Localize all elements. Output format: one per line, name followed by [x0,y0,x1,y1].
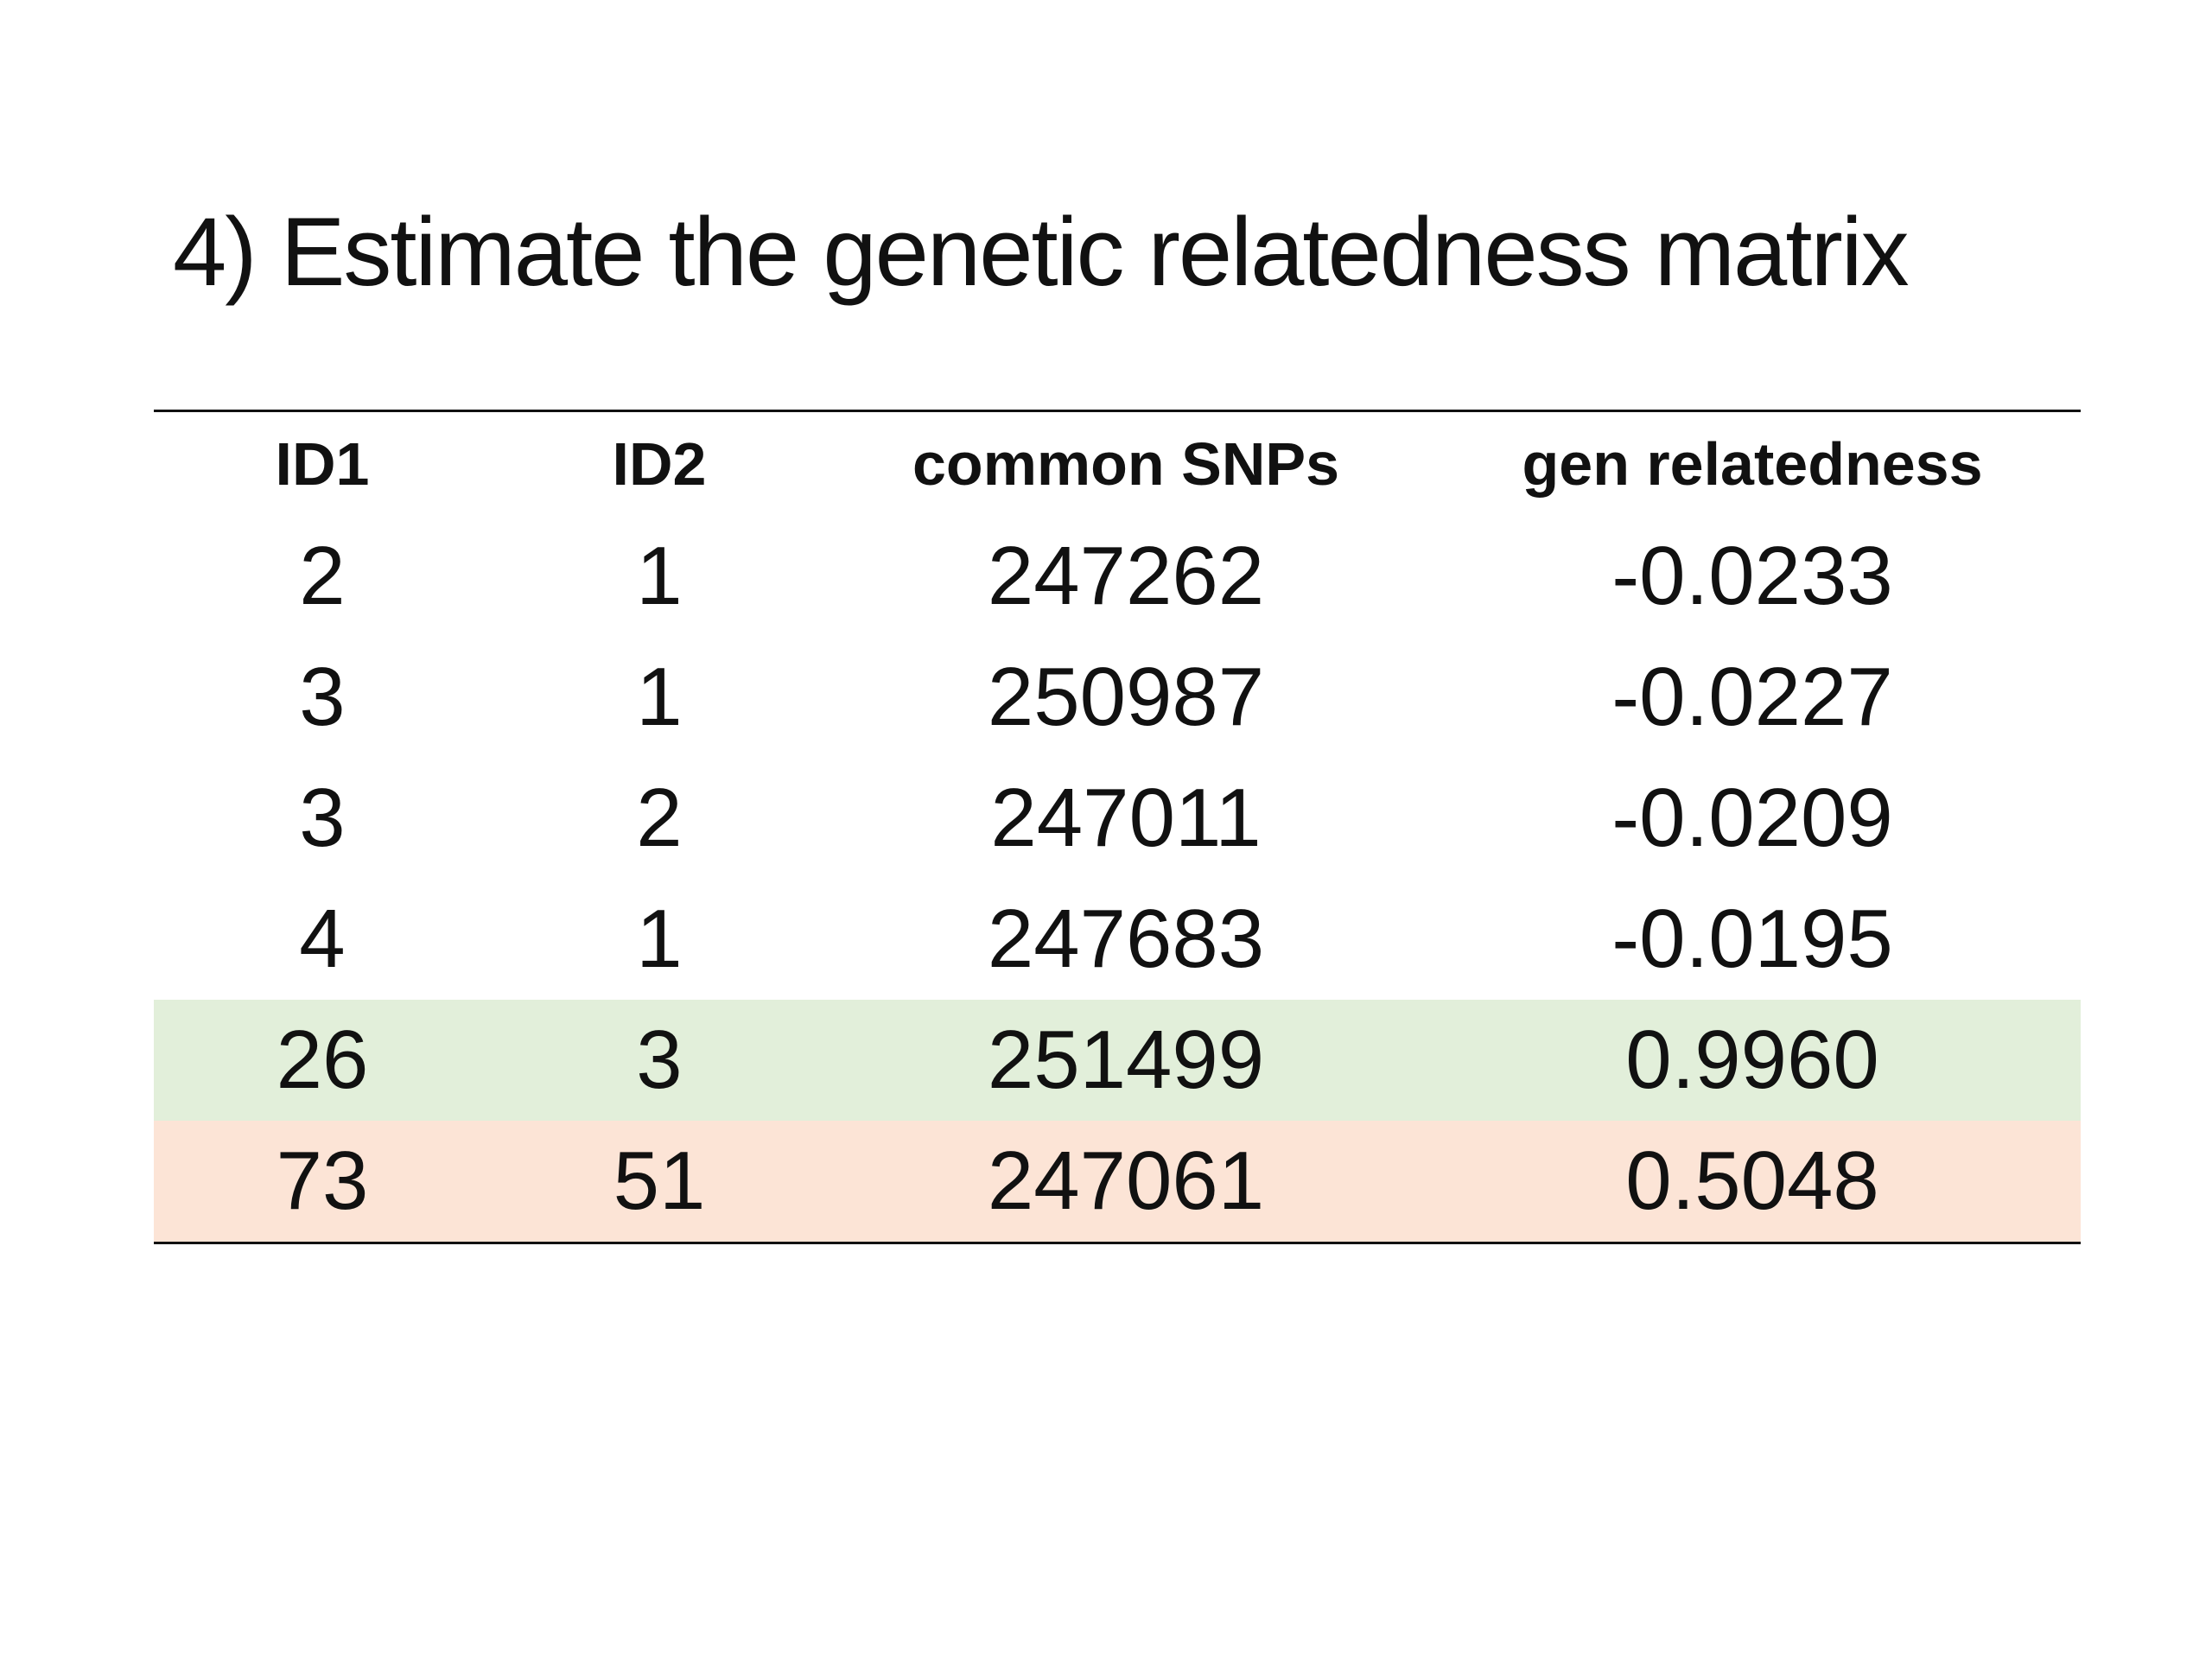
table-row: 3 2 247011 -0.0209 [154,758,2081,879]
table-row: 4 1 247683 -0.0195 [154,879,2081,1000]
cell-gen-relatedness: 0.5048 [1424,1121,2081,1243]
cell-id2: 51 [491,1121,828,1243]
cell-id2: 2 [636,772,683,864]
cell-id2: 3 [491,1000,828,1121]
table-row-highlight-green: 26 3 251499 0.9960 [154,1000,2081,1121]
slide-title: 4) Estimate the genetic relatedness matr… [173,198,1910,306]
table-row: 3 1 250987 -0.0227 [154,637,2081,758]
cell-id1: 2 [299,530,346,622]
cell-common-snps: 247262 [987,530,1265,622]
cell-id2: 1 [636,651,683,743]
cell-id1: 26 [154,1000,491,1121]
cell-gen-relatedness: 0.9960 [1424,1000,2081,1121]
table-row-highlight-orange: 73 51 247061 0.5048 [154,1121,2081,1243]
cell-common-snps: 247683 [987,893,1265,985]
relatedness-table-container: ID1 ID2 common SNPs gen relatedness 2 1 … [154,410,2081,1244]
cell-common-snps: 247061 [828,1121,1424,1243]
cell-id2: 1 [636,893,683,985]
cell-id1: 3 [299,651,346,743]
relatedness-table: ID1 ID2 common SNPs gen relatedness 2 1 … [154,410,2081,1244]
header-gen-relatedness: gen relatedness [1522,430,1983,498]
cell-id1: 73 [154,1121,491,1243]
cell-gen-relatedness: -0.0209 [1611,772,1893,864]
header-id1: ID1 [275,430,370,498]
cell-gen-relatedness: -0.0195 [1611,893,1893,985]
table-header-row: ID1 ID2 common SNPs gen relatedness [154,411,2081,517]
cell-id1: 4 [299,893,346,985]
cell-id1: 3 [299,772,346,864]
cell-gen-relatedness: -0.0227 [1611,651,1893,743]
cell-common-snps: 251499 [828,1000,1424,1121]
table-row: 2 1 247262 -0.0233 [154,516,2081,637]
cell-gen-relatedness: -0.0233 [1611,530,1893,622]
cell-common-snps: 247011 [990,772,1262,864]
header-id2: ID2 [612,430,707,498]
cell-id2: 1 [636,530,683,622]
cell-common-snps: 250987 [987,651,1265,743]
header-common-snps: common SNPs [912,430,1339,498]
